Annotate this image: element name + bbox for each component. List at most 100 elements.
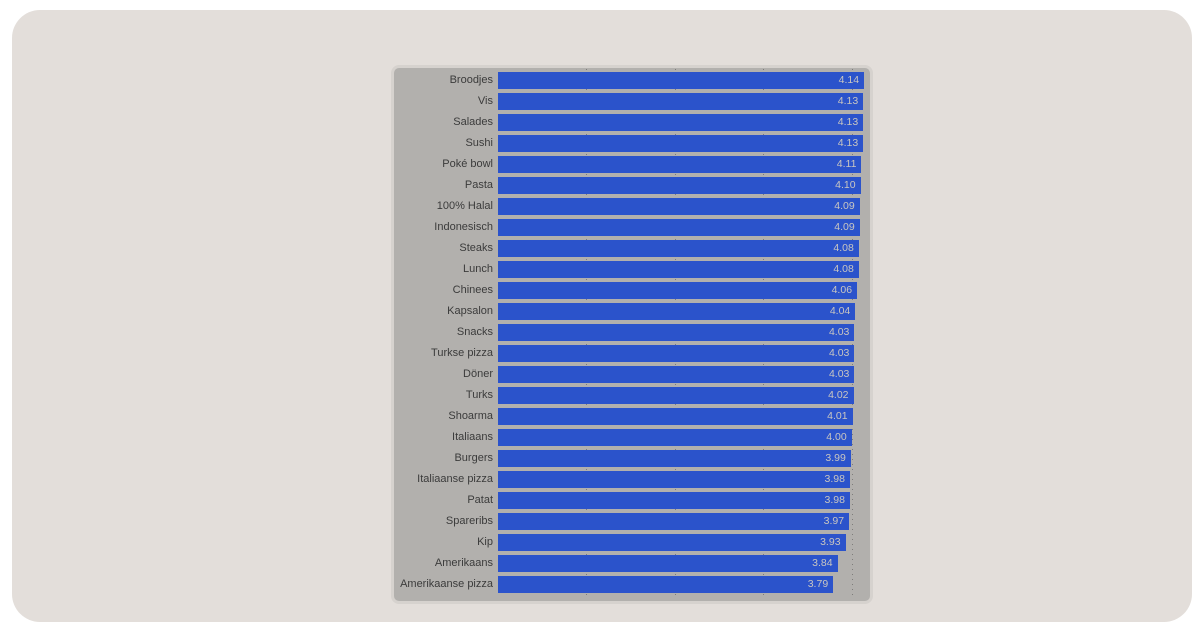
bar-track: 4.03 bbox=[498, 324, 865, 341]
bar-row: Chinees 4.06 bbox=[394, 280, 865, 301]
category-axis-label: Amerikaans bbox=[434, 557, 493, 569]
bar[interactable]: 3.79 bbox=[498, 576, 834, 593]
bar-value-label: 4.13 bbox=[837, 95, 859, 108]
bar-row: Kapsalon 4.04 bbox=[394, 301, 865, 322]
bar-row: Pasta 4.10 bbox=[394, 175, 865, 196]
bar-value-label: 3.99 bbox=[825, 452, 846, 465]
category-axis-label: Broodjes bbox=[449, 74, 493, 86]
bar[interactable]: 4.11 bbox=[498, 156, 862, 173]
bar-track: 3.93 bbox=[498, 534, 865, 551]
bar-row: 100% Halal 4.09 bbox=[394, 196, 865, 217]
bar-track: 4.09 bbox=[498, 198, 865, 215]
bar[interactable]: 4.14 bbox=[498, 72, 865, 89]
bar[interactable]: 3.99 bbox=[498, 450, 851, 467]
bar-value-label: 3.84 bbox=[812, 557, 833, 570]
bar[interactable]: 3.93 bbox=[498, 534, 846, 551]
bar-row: Steaks 4.08 bbox=[394, 238, 865, 259]
bar-value-label: 4.13 bbox=[837, 137, 859, 150]
category-axis-label: Lunch bbox=[463, 263, 493, 275]
category-axis-label: Döner bbox=[463, 368, 493, 380]
bar[interactable]: 4.01 bbox=[498, 408, 853, 425]
bar-value-label: 4.06 bbox=[831, 284, 853, 297]
category-axis-label: Salades bbox=[453, 116, 493, 128]
category-axis-label: Chinees bbox=[452, 284, 493, 296]
bar-value-label: 3.98 bbox=[824, 494, 845, 507]
bar-value-label: 3.93 bbox=[820, 536, 841, 549]
bar[interactable]: 3.98 bbox=[498, 471, 850, 488]
category-axis-label: Burgers bbox=[454, 452, 493, 464]
bar-value-label: 4.14 bbox=[838, 74, 860, 87]
category-axis-label: Italiaans bbox=[452, 431, 493, 443]
bar-row: Poké bowl 4.11 bbox=[394, 154, 865, 175]
bar-value-label: 4.11 bbox=[836, 158, 857, 171]
bar-row: Kip 3.93 bbox=[394, 532, 865, 553]
bar-row: Salades 4.13 bbox=[394, 112, 865, 133]
bar-track: 3.84 bbox=[498, 555, 865, 572]
bar[interactable]: 3.84 bbox=[498, 555, 838, 572]
category-axis-label: Kip bbox=[477, 536, 493, 548]
bar[interactable]: 4.08 bbox=[498, 240, 859, 257]
category-axis-label: Pasta bbox=[464, 179, 493, 191]
bar-row: Amerikaanse pizza 3.79 bbox=[394, 574, 865, 595]
bar-track: 3.99 bbox=[498, 450, 865, 467]
bar[interactable]: 3.98 bbox=[498, 492, 850, 509]
bar-track: 4.06 bbox=[498, 282, 865, 299]
bar[interactable]: 4.13 bbox=[498, 114, 864, 131]
bar-track: 4.03 bbox=[498, 366, 865, 383]
bar[interactable]: 4.13 bbox=[498, 135, 864, 152]
bar-row: Italiaans 4.00 bbox=[394, 427, 865, 448]
category-axis-label: Indonesisch bbox=[434, 221, 493, 233]
bar-value-label: 4.09 bbox=[834, 221, 855, 234]
bar[interactable]: 4.03 bbox=[498, 345, 855, 362]
bar[interactable]: 4.03 bbox=[498, 324, 855, 341]
bar-row: Sushi 4.13 bbox=[394, 133, 865, 154]
category-axis-label: Italiaanse pizza bbox=[417, 473, 493, 485]
bar-track: 4.02 bbox=[498, 387, 865, 404]
bar-track: 3.98 bbox=[498, 492, 865, 509]
bar[interactable]: 4.09 bbox=[498, 198, 860, 215]
bar-track: 4.13 bbox=[498, 93, 865, 110]
bar[interactable]: 4.04 bbox=[498, 303, 856, 320]
bar-value-label: 4.00 bbox=[826, 431, 847, 444]
bar-track: 4.03 bbox=[498, 345, 865, 362]
bar[interactable]: 4.08 bbox=[498, 261, 859, 278]
category-axis-label: Turkse pizza bbox=[431, 347, 493, 359]
bar-track: 4.13 bbox=[498, 114, 865, 131]
bar-value-label: 4.09 bbox=[834, 200, 855, 213]
bar-value-label: 4.03 bbox=[828, 368, 850, 381]
bar-track: 4.10 bbox=[498, 177, 865, 194]
category-axis-label: Patat bbox=[467, 494, 493, 506]
bar[interactable]: 4.03 bbox=[498, 366, 855, 383]
bar[interactable]: 4.13 bbox=[498, 93, 864, 110]
plot-area: Broodjes 4.14 Vis 4.13 Salades 4.13 Sush… bbox=[394, 68, 870, 601]
category-axis-label: Sushi bbox=[465, 137, 493, 149]
bar-track: 4.08 bbox=[498, 261, 865, 278]
bar[interactable]: 3.97 bbox=[498, 513, 850, 530]
bar-track: 4.13 bbox=[498, 135, 865, 152]
bar-value-label: 3.98 bbox=[824, 473, 845, 486]
bar-track: 4.04 bbox=[498, 303, 865, 320]
bar-row: Spareribs 3.97 bbox=[394, 511, 865, 532]
bar-row: Turks 4.02 bbox=[394, 385, 865, 406]
bar[interactable]: 4.09 bbox=[498, 219, 860, 236]
bar-row: Snacks 4.03 bbox=[394, 322, 865, 343]
category-axis-label: Snacks bbox=[456, 326, 493, 338]
bar-value-label: 4.02 bbox=[828, 389, 849, 402]
bar-track: 3.97 bbox=[498, 513, 865, 530]
category-axis-label: Amerikaanse pizza bbox=[400, 578, 493, 590]
bar[interactable]: 4.10 bbox=[498, 177, 861, 194]
bar-row: Italiaanse pizza 3.98 bbox=[394, 469, 865, 490]
category-axis-label: Spareribs bbox=[445, 515, 493, 527]
bar[interactable]: 4.02 bbox=[498, 387, 854, 404]
bar[interactable]: 4.06 bbox=[498, 282, 858, 299]
bar-value-label: 4.01 bbox=[827, 410, 848, 423]
bar-row: Broodjes 4.14 bbox=[394, 70, 865, 91]
bar-row: Lunch 4.08 bbox=[394, 259, 865, 280]
bar[interactable]: 4.00 bbox=[498, 429, 852, 446]
bar-value-label: 4.08 bbox=[833, 242, 854, 255]
category-axis-label: Kapsalon bbox=[447, 305, 493, 317]
bar-row: Indonesisch 4.09 bbox=[394, 217, 865, 238]
category-axis-label: Shoarma bbox=[448, 410, 493, 422]
bar-value-label: 3.97 bbox=[823, 515, 845, 528]
bar-value-label: 4.13 bbox=[837, 116, 859, 129]
